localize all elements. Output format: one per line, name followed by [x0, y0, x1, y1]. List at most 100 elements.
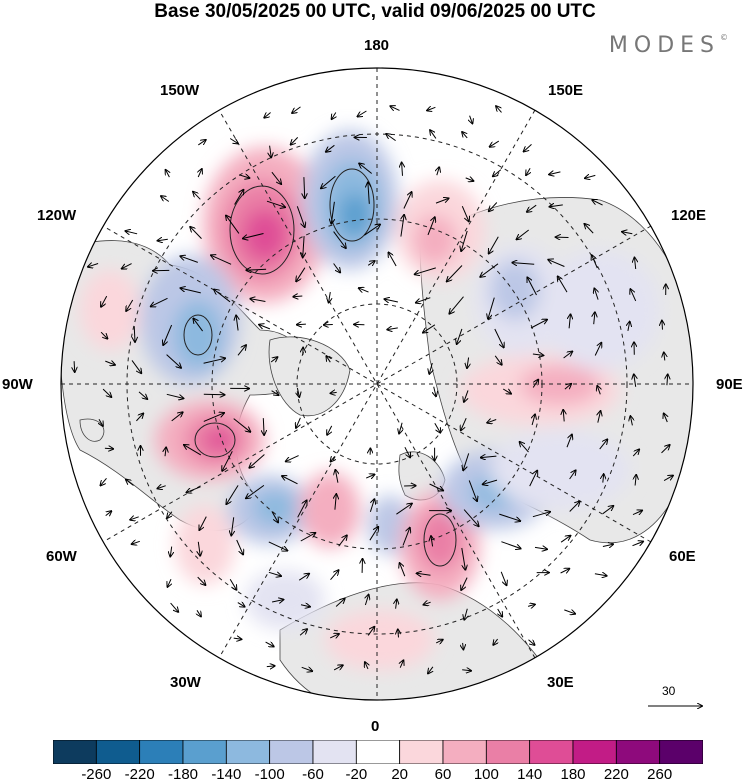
wind-vector [428, 666, 433, 674]
wind-vector [386, 134, 396, 142]
wind-vector [101, 477, 107, 485]
wind-vector [499, 513, 520, 521]
colorbar-swatch [53, 740, 97, 764]
wind-vector [233, 638, 242, 639]
wind-vector [532, 380, 538, 388]
colorbar-tick-label: -140 [211, 766, 242, 783]
wind-vector [632, 450, 639, 457]
wind-vector [358, 110, 367, 117]
lon-label-60e: 60E [669, 548, 696, 565]
wind-vector [483, 479, 498, 484]
contour-lines [183, 168, 457, 567]
wind-vectors [74, 106, 673, 673]
wind-vector [335, 494, 336, 510]
lon-label-30w: 30W [170, 674, 201, 691]
wind-vector [329, 634, 339, 638]
wind-vector [487, 420, 497, 423]
wind-vector [462, 670, 471, 671]
wind-vector [530, 320, 547, 329]
wind-vector [399, 422, 402, 434]
wind-vector [602, 544, 613, 546]
wind-vector [203, 394, 225, 395]
wind-vector [457, 328, 463, 344]
colorbar-swatch [615, 740, 661, 764]
wind-vector [423, 324, 436, 333]
wind-vector [437, 167, 439, 176]
colorbar-swatch [485, 740, 531, 764]
wind-vector [667, 375, 668, 386]
wind-vector [301, 667, 313, 671]
wind-vector [293, 296, 303, 297]
lon-label-120e: 120E [671, 207, 707, 224]
wind-vector [402, 528, 410, 546]
colorbar-tick-label: 220 [603, 766, 629, 783]
brand-mark: © [720, 33, 728, 42]
wind-vector [184, 445, 202, 456]
wind-vector [131, 360, 141, 373]
wind-vector [431, 536, 433, 547]
wind-vector [197, 576, 206, 585]
wind-vector [463, 453, 470, 470]
wind-vector [402, 163, 403, 176]
colorbar-tick-label: -60 [302, 766, 324, 783]
wind-vector [236, 539, 243, 554]
wind-vector [163, 324, 173, 345]
wind-vector [250, 299, 266, 302]
wind-vector [632, 542, 644, 547]
wind-vector [329, 292, 331, 302]
wind-vector [400, 660, 403, 668]
wind-vector [463, 642, 464, 650]
colorbar-tick-label: 100 [473, 766, 499, 783]
wind-vector [532, 354, 543, 355]
wind-vector [271, 511, 278, 522]
wind-vector [88, 264, 99, 267]
wind-vector [489, 236, 499, 254]
wind-vector [461, 417, 467, 430]
wind-vector [297, 501, 307, 518]
wind-vector [180, 256, 198, 263]
wind-vector [332, 112, 336, 120]
wind-vector [190, 227, 202, 239]
wind-vector [229, 579, 236, 590]
wind-vector [122, 263, 132, 269]
wind-vector [662, 321, 663, 330]
wind-vector [592, 255, 598, 269]
wind-vector [549, 172, 561, 175]
wind-vector [126, 299, 134, 311]
wind-vector [585, 175, 596, 178]
wind-vector [527, 278, 537, 296]
wind-vector [403, 192, 412, 209]
wind-vector [461, 206, 469, 221]
wind-vector [151, 297, 168, 306]
wind-vector [303, 236, 304, 257]
wind-vector [335, 599, 345, 607]
colorbar [53, 740, 703, 764]
wind-vector [502, 389, 511, 394]
wind-vector [265, 642, 274, 646]
wind-vector [102, 388, 111, 397]
wind-vector [203, 358, 226, 364]
lon-label-60w: 60W [46, 548, 77, 565]
wind-vector [512, 263, 535, 265]
wind-vector [462, 132, 467, 139]
wind-vector [447, 265, 463, 282]
wind-vector [434, 422, 441, 432]
wind-vector [532, 512, 550, 518]
wind-vector [263, 418, 264, 435]
colorbar-tick-label: 260 [647, 766, 673, 783]
lon-label-180: 180 [364, 37, 390, 54]
wind-vector [404, 446, 410, 457]
wind-vector [365, 475, 374, 479]
colorbar-tick-label: 180 [560, 766, 586, 783]
wind-vector [526, 167, 530, 175]
wind-vector [500, 571, 506, 585]
wind-vector [158, 486, 166, 489]
wind-vector [233, 418, 251, 432]
wind-vector [563, 352, 573, 359]
wind-vector [105, 511, 112, 515]
wind-vector [198, 140, 205, 146]
wind-vector [396, 600, 397, 609]
wind-vector [237, 345, 246, 356]
colorbar-tick-label: -180 [167, 766, 199, 783]
wind-vector [296, 206, 304, 227]
